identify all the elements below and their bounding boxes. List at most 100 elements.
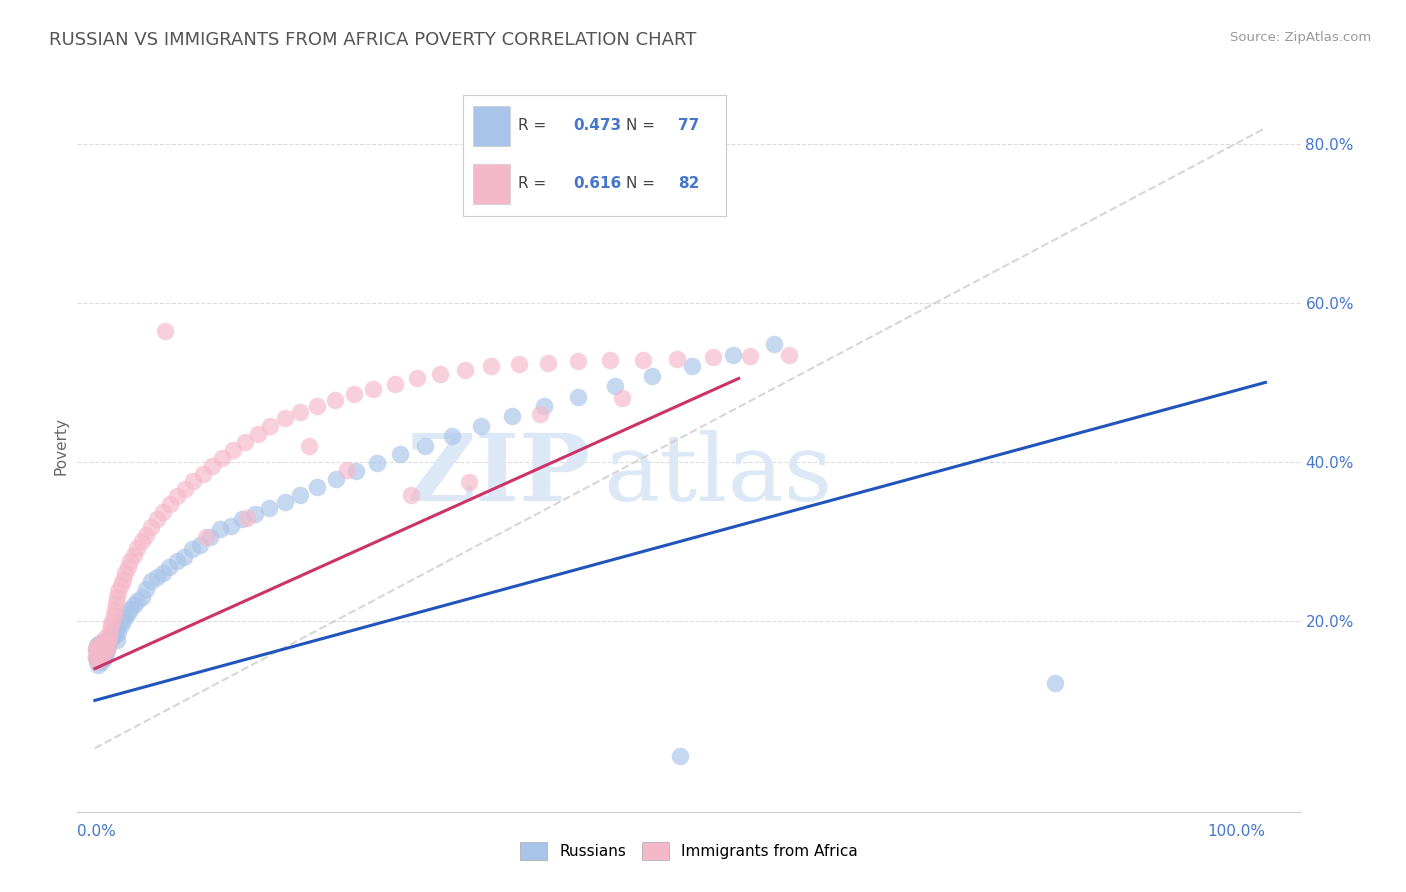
Point — [501, 409, 523, 423]
Point — [90, 636, 112, 650]
Point — [665, 351, 688, 366]
Text: ZIP: ZIP — [406, 430, 591, 520]
Point — [100, 618, 122, 632]
Y-axis label: Poverty: Poverty — [53, 417, 69, 475]
Point — [479, 359, 502, 374]
Point — [93, 640, 115, 654]
Point — [122, 598, 145, 612]
Point — [104, 620, 127, 634]
Point — [87, 640, 110, 654]
Text: 100.0%: 100.0% — [1208, 823, 1265, 838]
Point — [384, 376, 406, 391]
Point — [117, 606, 139, 620]
Point — [97, 636, 120, 650]
Point — [236, 510, 259, 524]
Point — [721, 347, 744, 362]
Point — [98, 624, 121, 638]
Point — [131, 590, 153, 604]
Point — [118, 554, 141, 568]
Point — [181, 542, 204, 557]
Point — [454, 363, 477, 377]
Point — [567, 390, 589, 404]
Point — [146, 512, 169, 526]
Point — [537, 355, 560, 369]
Point — [245, 507, 267, 521]
Point — [125, 594, 148, 608]
Point — [610, 392, 633, 406]
Point — [233, 435, 256, 450]
Point — [131, 534, 153, 549]
Point — [86, 654, 108, 668]
Point — [246, 427, 269, 442]
Point — [681, 359, 703, 374]
Point — [84, 641, 107, 656]
Point — [529, 407, 551, 421]
Point — [91, 652, 114, 666]
Point — [195, 530, 218, 544]
Point — [114, 610, 136, 624]
Point — [399, 488, 422, 502]
Point — [104, 602, 127, 616]
Point — [101, 632, 124, 646]
Point — [89, 644, 111, 658]
Point — [96, 636, 118, 650]
Text: RUSSIAN VS IMMIGRANTS FROM AFRICA POVERTY CORRELATION CHART: RUSSIAN VS IMMIGRANTS FROM AFRICA POVERT… — [49, 31, 696, 49]
Point — [100, 625, 122, 640]
Point — [90, 640, 112, 654]
Point — [118, 602, 141, 616]
Point — [603, 379, 626, 393]
Point — [84, 641, 107, 656]
Point — [105, 632, 128, 647]
Point — [104, 628, 127, 642]
Point — [86, 646, 108, 660]
Text: Source: ZipAtlas.com: Source: ZipAtlas.com — [1230, 31, 1371, 45]
Point — [90, 649, 112, 664]
Point — [96, 641, 118, 656]
Point — [90, 648, 112, 662]
Point — [91, 648, 114, 662]
Point — [298, 439, 321, 453]
Point — [122, 548, 145, 562]
Point — [87, 648, 110, 662]
Point — [219, 518, 242, 533]
Point — [209, 523, 232, 537]
Point — [89, 651, 111, 665]
Point — [458, 475, 481, 489]
Point — [90, 644, 112, 658]
Point — [273, 494, 295, 508]
Point — [508, 357, 530, 371]
Point — [259, 501, 281, 516]
Point — [173, 550, 195, 565]
Point — [84, 649, 107, 664]
Point — [96, 633, 118, 648]
Point — [366, 457, 388, 471]
Point — [166, 554, 188, 568]
Point — [533, 399, 555, 413]
Point — [111, 573, 134, 587]
Point — [429, 368, 451, 382]
Point — [110, 578, 132, 592]
Point — [307, 399, 329, 413]
Point — [222, 442, 245, 457]
Point — [104, 596, 127, 610]
Point — [211, 450, 233, 465]
Point — [90, 648, 112, 662]
Point — [103, 607, 125, 622]
Point — [389, 447, 412, 461]
Point — [89, 652, 111, 666]
Point — [107, 625, 129, 640]
Point — [86, 638, 108, 652]
Point — [91, 644, 114, 658]
Point — [97, 630, 120, 644]
Point — [87, 657, 110, 672]
Point — [325, 472, 347, 486]
Point — [139, 520, 162, 534]
Point — [86, 643, 108, 657]
Point — [146, 570, 169, 584]
Point — [166, 489, 188, 503]
Point — [1043, 676, 1066, 690]
Point — [231, 512, 253, 526]
Point — [94, 640, 117, 654]
Point — [135, 582, 157, 596]
Point — [188, 538, 211, 552]
